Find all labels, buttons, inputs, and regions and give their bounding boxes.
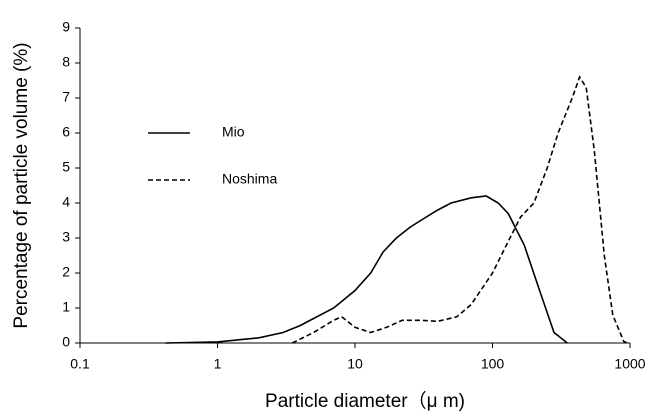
- x-tick-label: 1000: [614, 356, 645, 372]
- x-axis-label: Particle diameter（μ m): [265, 390, 465, 412]
- y-tick-label: 2: [62, 264, 70, 280]
- x-tick-label: 0.1: [70, 356, 90, 372]
- y-tick-label: 8: [62, 54, 70, 70]
- legend-label: Noshima: [222, 171, 277, 187]
- y-tick-label: 5: [62, 159, 70, 175]
- y-axis-label: Percentage of particle volume (%): [11, 42, 32, 328]
- legend-label: Mio: [222, 124, 245, 140]
- y-tick-label: 9: [62, 19, 70, 35]
- series-line: [165, 195, 568, 344]
- x-tick-label: 100: [481, 356, 505, 372]
- y-tick-label: 0: [62, 334, 70, 350]
- y-tick-label: 1: [62, 299, 70, 315]
- y-tick-label: 3: [62, 229, 70, 245]
- y-tick-label: 4: [62, 194, 70, 210]
- x-tick-label: 10: [347, 356, 363, 372]
- series-line: [291, 75, 628, 344]
- x-tick-label: 1: [214, 356, 222, 372]
- y-tick-label: 6: [62, 124, 70, 140]
- y-tick-label: 7: [62, 89, 70, 105]
